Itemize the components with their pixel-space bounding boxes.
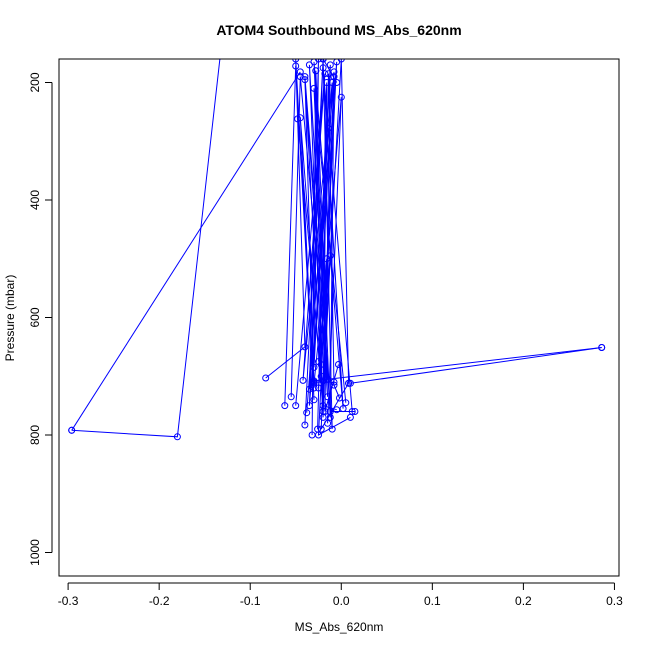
x-tick-label: 0.3 bbox=[606, 594, 623, 608]
data-point bbox=[326, 408, 334, 415]
data-point bbox=[598, 344, 606, 351]
y-axis-label: Pressure (mbar) bbox=[3, 275, 17, 362]
data-point bbox=[292, 402, 300, 410]
data-point bbox=[292, 62, 300, 70]
data-point bbox=[305, 385, 313, 393]
data-point bbox=[321, 70, 329, 78]
data-point bbox=[314, 425, 322, 433]
data-point bbox=[335, 361, 342, 368]
x-axis-label: MS_Abs_620nm bbox=[295, 620, 384, 634]
x-tick-label: 0.0 bbox=[333, 594, 350, 608]
data-point bbox=[308, 378, 316, 386]
data-point bbox=[337, 93, 345, 101]
chart-title: ATOM4 Southbound MS_Abs_620nm bbox=[216, 22, 461, 38]
data-point bbox=[301, 76, 309, 84]
data-point bbox=[262, 374, 270, 382]
data-point bbox=[301, 343, 309, 351]
data-point bbox=[315, 59, 322, 63]
data-point bbox=[328, 425, 336, 433]
data-point bbox=[330, 73, 338, 81]
data-point bbox=[294, 115, 302, 123]
data-point bbox=[310, 378, 318, 386]
data-point bbox=[301, 421, 309, 429]
data-point bbox=[317, 361, 325, 368]
data-point bbox=[351, 408, 359, 415]
series-line-15 bbox=[322, 59, 350, 384]
x-tick-label: 0.2 bbox=[515, 594, 532, 608]
data-point bbox=[346, 413, 354, 421]
data-point bbox=[330, 378, 338, 386]
data-point bbox=[345, 379, 353, 387]
data-point bbox=[315, 384, 322, 392]
series-line-13 bbox=[313, 347, 602, 382]
data-point bbox=[308, 431, 316, 439]
data-point bbox=[173, 433, 181, 441]
y-tick-label: 600 bbox=[28, 307, 42, 327]
data-point bbox=[324, 419, 332, 427]
data-point bbox=[301, 73, 309, 81]
data-point bbox=[342, 399, 350, 407]
data-point bbox=[310, 363, 318, 371]
series-line-11 bbox=[297, 79, 347, 403]
data-point bbox=[296, 68, 304, 76]
data-point bbox=[339, 405, 347, 413]
data-point bbox=[319, 377, 327, 385]
data-point bbox=[333, 79, 341, 86]
series-line-0 bbox=[71, 59, 221, 438]
data-point bbox=[305, 402, 313, 410]
data-point bbox=[319, 413, 327, 421]
plot-points bbox=[68, 59, 606, 441]
y-axis: 200 400 600 800 1000 bbox=[28, 72, 53, 566]
data-point bbox=[324, 393, 332, 401]
data-point bbox=[330, 381, 338, 389]
series-line-5 bbox=[295, 73, 342, 424]
data-point bbox=[218, 59, 223, 60]
x-axis: -0.3 -0.2 -0.1 0.0 0.1 0.2 0.3 bbox=[58, 582, 623, 608]
data-point bbox=[336, 394, 343, 402]
data-point bbox=[323, 79, 331, 86]
data-point bbox=[68, 426, 76, 434]
data-point bbox=[317, 372, 325, 380]
data-point bbox=[310, 84, 318, 92]
series-line-1 bbox=[71, 71, 301, 431]
y-tick-label: 400 bbox=[28, 190, 42, 210]
data-point bbox=[333, 406, 341, 414]
data-point bbox=[317, 425, 325, 433]
plot-frame bbox=[58, 58, 620, 577]
data-point bbox=[281, 402, 289, 410]
y-tick-label: 1000 bbox=[28, 539, 42, 566]
data-point bbox=[292, 59, 300, 63]
data-point bbox=[312, 67, 320, 75]
series-line-14 bbox=[350, 347, 602, 384]
data-point bbox=[325, 124, 332, 132]
data-point bbox=[325, 70, 332, 78]
data-point bbox=[326, 61, 334, 69]
data-point bbox=[324, 375, 332, 383]
x-tick-label: 0.1 bbox=[424, 594, 441, 608]
x-tick-label: -0.2 bbox=[149, 594, 170, 608]
data-point bbox=[337, 59, 345, 63]
data-point bbox=[303, 409, 311, 417]
y-tick-label: 200 bbox=[28, 72, 42, 92]
x-tick-label: -0.3 bbox=[58, 594, 79, 608]
data-point bbox=[326, 252, 334, 260]
x-tick-label: -0.1 bbox=[240, 594, 261, 608]
data-point bbox=[310, 396, 318, 404]
y-tick-label: 800 bbox=[28, 425, 42, 445]
data-point bbox=[319, 59, 327, 63]
plot-lines bbox=[71, 59, 602, 438]
data-point bbox=[287, 393, 295, 401]
data-point bbox=[299, 376, 307, 384]
